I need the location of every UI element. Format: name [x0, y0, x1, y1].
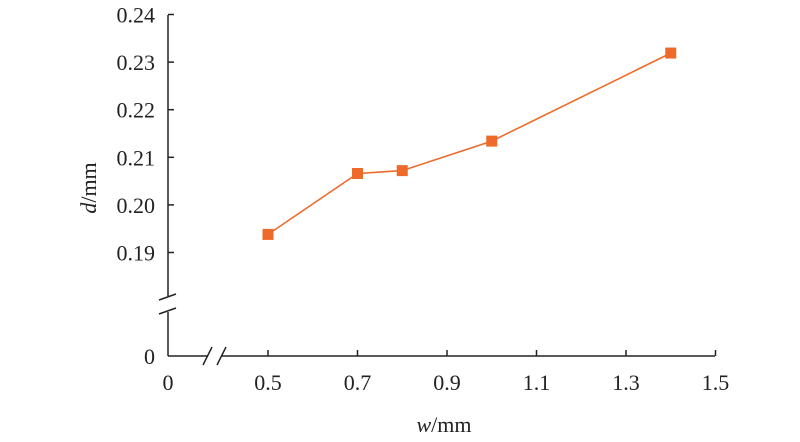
- y-tick-label: 0.22: [117, 98, 156, 123]
- plot-area: [262, 47, 677, 240]
- x-tick-label: 0.9: [433, 370, 461, 395]
- y-tick-label: 0.19: [117, 241, 156, 266]
- x-tick-label: 0.7: [344, 370, 372, 395]
- data-point-marker: [665, 47, 677, 59]
- x-ticks: 0.5 0.7 0.9 1.1 1.3 1.5: [254, 350, 729, 395]
- y-origin-label: 0: [144, 344, 155, 369]
- y-tick-label: 0.20: [117, 193, 156, 218]
- y-break-stroke: [158, 293, 177, 301]
- y-ticks: 0.19 0.20 0.21 0.22 0.23 0.24: [117, 3, 174, 266]
- y-axis-title: d/mm: [76, 162, 101, 213]
- x-axis-title: w/mm: [416, 412, 471, 437]
- y-tick-label: 0.24: [117, 3, 156, 28]
- x-tick-label: 1.1: [523, 370, 551, 395]
- x-tick-label: 0.5: [254, 370, 282, 395]
- x-axis-break-mark: [202, 346, 227, 366]
- series-line: [267, 52, 672, 236]
- y-axis-title-variable: d: [76, 202, 101, 214]
- x-break-stroke: [216, 346, 227, 366]
- y-axis-title-unit: /mm: [76, 162, 101, 202]
- series-markers: [262, 47, 677, 240]
- x-origin-label: 0: [163, 370, 174, 395]
- y-tick-label: 0.23: [117, 50, 156, 75]
- x-tick-label: 1.3: [612, 370, 640, 395]
- y-tick-label: 0.21: [117, 145, 156, 170]
- data-point-marker: [352, 167, 363, 179]
- x-axis-title-unit: /mm: [431, 412, 471, 437]
- axes: 0.5 0.7 0.9 1.1 1.3 1.5 0.190.200.210.220.230…: [117, 3, 730, 396]
- x-break-stroke: [202, 346, 213, 366]
- data-point-marker: [262, 228, 274, 240]
- data-point-marker: [396, 165, 408, 177]
- data-point-marker: [486, 135, 498, 147]
- y-break-stroke: [158, 307, 177, 315]
- x-axis-title-variable: w: [416, 412, 431, 437]
- y-axis-break-mark: [158, 293, 177, 315]
- x-tick-label: 1.5: [702, 370, 730, 395]
